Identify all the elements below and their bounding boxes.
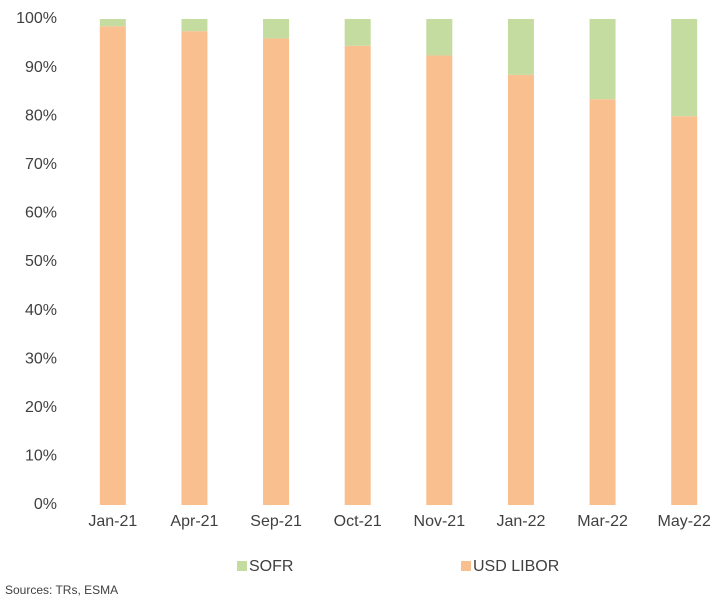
bar-segment <box>671 19 698 117</box>
bar-segment <box>181 31 208 506</box>
x-tick-label: Jan-22 <box>496 513 545 530</box>
bar-segment <box>507 19 534 75</box>
bar-segment <box>426 19 453 56</box>
bar-segment <box>99 26 126 505</box>
y-tick-label: 40% <box>25 302 57 319</box>
x-tick-label: Mar-22 <box>577 513 628 530</box>
legend-label: SOFR <box>249 558 293 575</box>
bar-segment <box>671 116 698 505</box>
x-tick-label: Oct-21 <box>334 513 382 530</box>
source-note: Sources: TRs, ESMA <box>5 583 118 597</box>
bar-segment <box>99 19 126 27</box>
bar-segment <box>507 74 534 505</box>
x-tick-label: Nov-21 <box>414 513 466 530</box>
y-tick-label: 10% <box>25 448 57 465</box>
legend-swatch <box>237 561 247 571</box>
x-tick-label: Jan-21 <box>88 513 137 530</box>
x-tick-label: May-22 <box>658 513 711 530</box>
x-tick-label: Sep-21 <box>250 513 302 530</box>
bar-segment <box>426 55 453 505</box>
legend-label: USD LIBOR <box>473 558 559 575</box>
bar-segment <box>263 19 290 39</box>
y-tick-label: 60% <box>25 205 57 222</box>
y-tick-label: 80% <box>25 107 57 124</box>
bar-segment <box>589 99 616 505</box>
x-tick-label: Apr-21 <box>170 513 218 530</box>
bar-segment <box>263 38 290 505</box>
y-tick-label: 20% <box>25 399 57 416</box>
y-tick-label: 100% <box>16 10 57 27</box>
legend-swatch <box>461 561 471 571</box>
y-tick-label: 50% <box>25 253 57 270</box>
y-tick-label: 70% <box>25 156 57 173</box>
y-tick-label: 90% <box>25 59 57 76</box>
bar-segment <box>344 45 371 505</box>
y-tick-label: 0% <box>34 496 57 513</box>
bar-segment <box>344 19 371 46</box>
y-tick-label: 30% <box>25 350 57 367</box>
bar-segment <box>589 19 616 100</box>
bar-segment <box>181 19 208 32</box>
